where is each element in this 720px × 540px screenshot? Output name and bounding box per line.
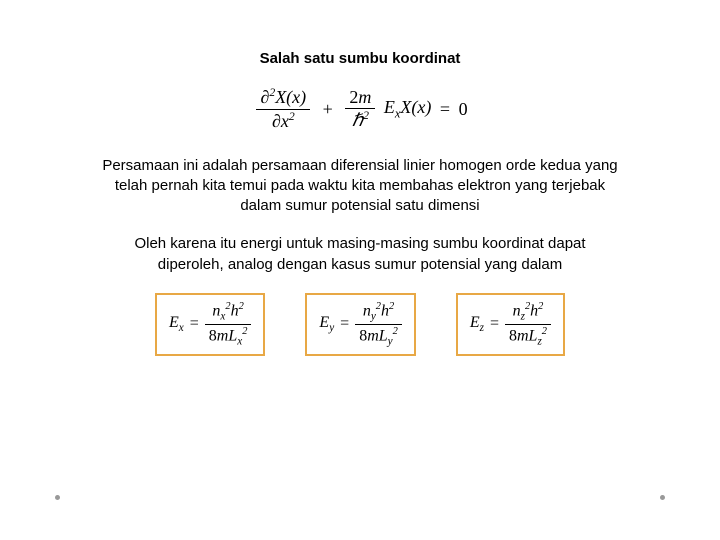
energy-equations-row: Ex = nx2h2 8mLx2 Ey = ny2h2 8mLy2 Ez = n… bbox=[40, 293, 680, 356]
paragraph-2: Oleh karena itu energi untuk masing-masi… bbox=[100, 234, 620, 275]
slide-content: Salah satu sumbu koordinat ∂2X(x) ∂x2 + … bbox=[0, 0, 720, 540]
paragraph-1: Persamaan ini adalah persamaan diferensi… bbox=[100, 156, 620, 217]
energy-equation-z: Ez = nz2h2 8mLz2 bbox=[456, 293, 565, 356]
main-equation: ∂2X(x) ∂x2 + 2m ℏ2 ExX(x) = 0 bbox=[40, 87, 680, 132]
slide-title: Salah satu sumbu koordinat bbox=[40, 50, 680, 67]
decorative-dot-bottom-left bbox=[55, 495, 60, 500]
energy-equation-x: Ex = nx2h2 8mLx2 bbox=[155, 293, 265, 356]
decorative-dot-bottom-right bbox=[660, 495, 665, 500]
energy-equation-y: Ey = ny2h2 8mLy2 bbox=[305, 293, 415, 356]
